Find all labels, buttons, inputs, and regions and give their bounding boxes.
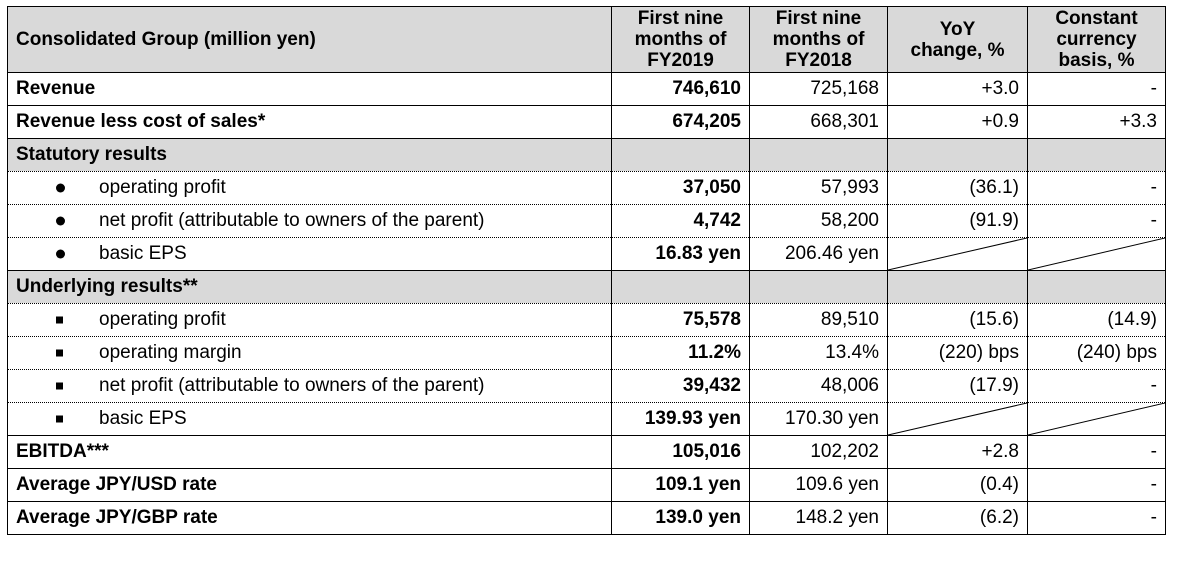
cell-fy2019: 139.93 yen bbox=[611, 402, 750, 436]
round-bullet-icon bbox=[56, 249, 65, 259]
header-row: Consolidated Group (million yen) First n… bbox=[7, 6, 1166, 73]
diagonal-empty-cell bbox=[887, 237, 1028, 271]
cell-fy2018: 48,006 bbox=[749, 369, 888, 403]
round-bullet-icon bbox=[56, 183, 65, 193]
table-row-stat-net-profit: net profit (attributable to owners of th… bbox=[7, 204, 1166, 238]
diagonal-empty-cell bbox=[1027, 402, 1166, 436]
cell-yoy: (36.1) bbox=[887, 171, 1028, 205]
cell-fy2018: 57,993 bbox=[749, 171, 888, 205]
table-row-stat-eps: basic EPS 16.83 yen 206.46 yen bbox=[7, 237, 1166, 271]
cell-fy2018: 170.30 yen bbox=[749, 402, 888, 436]
cell-cc: - bbox=[1027, 435, 1166, 469]
table-row-jpy-usd: Average JPY/USD rate 109.1 yen 109.6 yen… bbox=[7, 468, 1166, 502]
row-label: basic EPS bbox=[7, 402, 612, 436]
cell-cc: (240) bps bbox=[1027, 336, 1166, 370]
row-label: operating profit bbox=[7, 303, 612, 337]
square-bullet-icon bbox=[56, 415, 63, 423]
financial-results-table: Consolidated Group (million yen) First n… bbox=[7, 6, 1166, 535]
header-constant-currency: Constant currency basis, % bbox=[1027, 6, 1166, 73]
header-yoy: YoY change, % bbox=[887, 6, 1028, 73]
cell-cc: - bbox=[1027, 171, 1166, 205]
cell-fy2018: 725,168 bbox=[749, 72, 888, 106]
cell-fy2019: 4,742 bbox=[611, 204, 750, 238]
diagonal-empty-cell bbox=[887, 402, 1028, 436]
cell-fy2018: 58,200 bbox=[749, 204, 888, 238]
header-fy2018: First nine months of FY2018 bbox=[749, 6, 888, 73]
table-row-und-eps: basic EPS 139.93 yen 170.30 yen bbox=[7, 402, 1166, 436]
table-row-stat-operating-profit: operating profit 37,050 57,993 (36.1) - bbox=[7, 171, 1166, 205]
cell-fy2019: 37,050 bbox=[611, 171, 750, 205]
cell-fy2018: 13.4% bbox=[749, 336, 888, 370]
section-statutory: Statutory results bbox=[7, 138, 1166, 172]
cell-cc: +3.3 bbox=[1027, 105, 1166, 139]
cell-fy2018: 206.46 yen bbox=[749, 237, 888, 271]
cell-cc: - bbox=[1027, 501, 1166, 535]
cell-fy2019: 139.0 yen bbox=[611, 501, 750, 535]
row-label: net profit (attributable to owners of th… bbox=[7, 369, 612, 403]
cell-cc: - bbox=[1027, 72, 1166, 106]
cell-fy2019: 746,610 bbox=[611, 72, 750, 106]
row-label: Revenue less cost of sales* bbox=[7, 105, 612, 139]
square-bullet-icon bbox=[56, 349, 63, 357]
cell-fy2019: 75,578 bbox=[611, 303, 750, 337]
cell-yoy: (15.6) bbox=[887, 303, 1028, 337]
table-row-ebitda: EBITDA*** 105,016 102,202 +2.8 - bbox=[7, 435, 1166, 469]
table-row-und-net-profit: net profit (attributable to owners of th… bbox=[7, 369, 1166, 403]
cell-fy2018: 148.2 yen bbox=[749, 501, 888, 535]
cell-yoy: (6.2) bbox=[887, 501, 1028, 535]
header-fy2019: First nine months of FY2019 bbox=[611, 6, 750, 73]
cell-yoy: (0.4) bbox=[887, 468, 1028, 502]
square-bullet-icon bbox=[56, 316, 63, 324]
row-label: net profit (attributable to owners of th… bbox=[7, 204, 612, 238]
row-label: basic EPS bbox=[7, 237, 612, 271]
square-bullet-icon bbox=[56, 382, 63, 390]
table-row-revenue: Revenue 746,610 725,168 +3.0 - bbox=[7, 72, 1166, 106]
cell-fy2019: 674,205 bbox=[611, 105, 750, 139]
table-row-revenue-less-cost: Revenue less cost of sales* 674,205 668,… bbox=[7, 105, 1166, 139]
cell-yoy: (91.9) bbox=[887, 204, 1028, 238]
cell-fy2018: 89,510 bbox=[749, 303, 888, 337]
cell-cc: - bbox=[1027, 468, 1166, 502]
row-label: EBITDA*** bbox=[7, 435, 612, 469]
cell-fy2019: 16.83 yen bbox=[611, 237, 750, 271]
row-label: operating profit bbox=[7, 171, 612, 205]
cell-fy2018: 668,301 bbox=[749, 105, 888, 139]
cell-yoy: +2.8 bbox=[887, 435, 1028, 469]
cell-yoy: +0.9 bbox=[887, 105, 1028, 139]
section-label: Statutory results bbox=[7, 138, 612, 172]
table-row-und-operating-margin: operating margin 11.2% 13.4% (220) bps (… bbox=[7, 336, 1166, 370]
cell-cc: - bbox=[1027, 369, 1166, 403]
cell-fy2018: 102,202 bbox=[749, 435, 888, 469]
row-label: Average JPY/USD rate bbox=[7, 468, 612, 502]
round-bullet-icon bbox=[56, 216, 65, 226]
diagonal-empty-cell bbox=[1027, 237, 1166, 271]
table-row-jpy-gbp: Average JPY/GBP rate 139.0 yen 148.2 yen… bbox=[7, 501, 1166, 535]
cell-fy2019: 39,432 bbox=[611, 369, 750, 403]
section-label: Underlying results** bbox=[7, 270, 612, 304]
header-label: Consolidated Group (million yen) bbox=[7, 6, 612, 73]
cell-cc: - bbox=[1027, 204, 1166, 238]
cell-yoy: (17.9) bbox=[887, 369, 1028, 403]
cell-cc: (14.9) bbox=[1027, 303, 1166, 337]
cell-fy2019: 105,016 bbox=[611, 435, 750, 469]
row-label: operating margin bbox=[7, 336, 612, 370]
cell-yoy: +3.0 bbox=[887, 72, 1028, 106]
row-label: Revenue bbox=[7, 72, 612, 106]
table-row-und-operating-profit: operating profit 75,578 89,510 (15.6) (1… bbox=[7, 303, 1166, 337]
cell-fy2018: 109.6 yen bbox=[749, 468, 888, 502]
row-label: Average JPY/GBP rate bbox=[7, 501, 612, 535]
cell-yoy: (220) bps bbox=[887, 336, 1028, 370]
section-underlying: Underlying results** bbox=[7, 270, 1166, 304]
cell-fy2019: 109.1 yen bbox=[611, 468, 750, 502]
cell-fy2019: 11.2% bbox=[611, 336, 750, 370]
